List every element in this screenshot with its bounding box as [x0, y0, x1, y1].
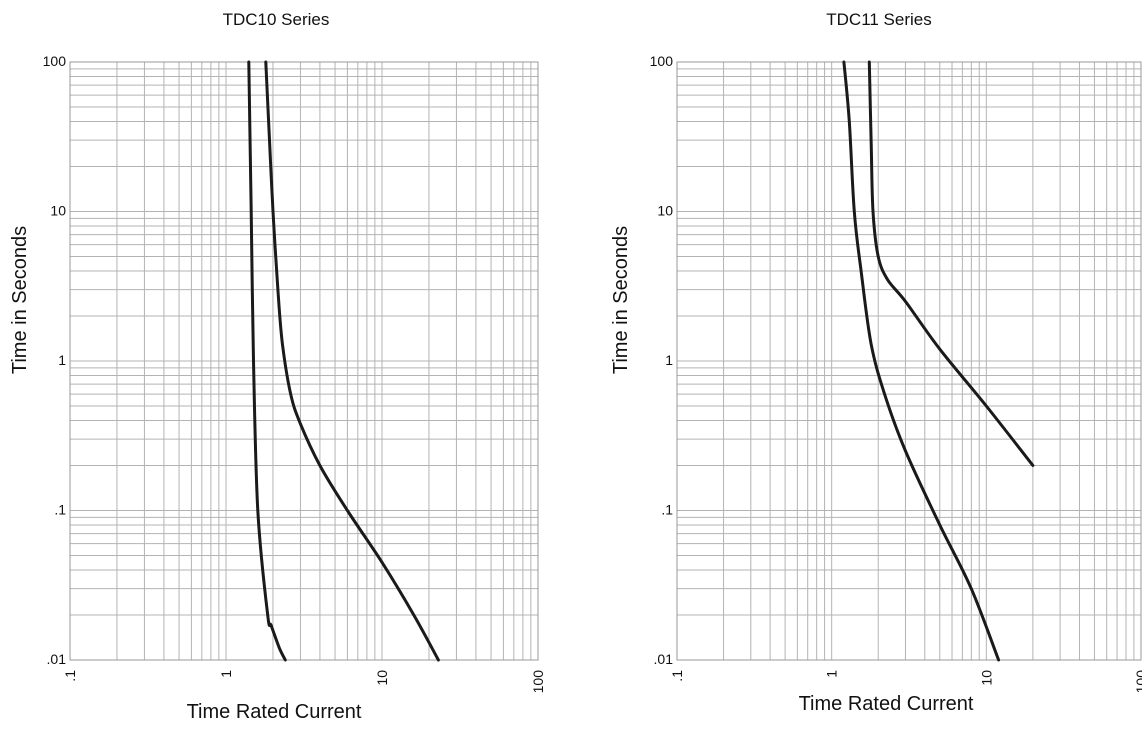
grid	[677, 62, 1141, 660]
series-line-1	[247, 60, 287, 662]
y-tick-label: .01	[47, 651, 67, 667]
y-tick-label: 1	[665, 352, 673, 368]
x-axis-label: Time Rated Current	[187, 701, 362, 723]
y-tick-label: 10	[657, 203, 673, 219]
x-tick-label: .1	[62, 670, 78, 682]
x-tick-label: .1	[669, 670, 685, 682]
x-tick-label: 1	[824, 670, 840, 678]
plot-frame	[676, 61, 1142, 661]
x-tick-label: 100	[530, 670, 546, 694]
y-tick-label: 100	[43, 53, 67, 69]
series-line-1	[842, 60, 1001, 662]
series-line-2	[264, 60, 440, 662]
y-tick-label: .1	[54, 502, 66, 518]
chart-tdc11: TDC11 Series 100 10 1 .1 .01 .1 1 10 100 Time Rate…	[610, 10, 1142, 715]
x-tick-label: 10	[978, 670, 994, 686]
chart-tdc10: TDC10 Series 100 10 1 .1 .01 .1 1 10 100 Time Rate…	[9, 10, 546, 723]
grid	[70, 62, 538, 660]
y-tick-label: .01	[654, 651, 674, 667]
plot-frame	[69, 61, 539, 661]
x-tick-label: 10	[374, 670, 390, 686]
y-tick-label: .1	[661, 502, 673, 518]
y-axis-label: Time in Seconds	[610, 226, 632, 374]
chart-title: TDC10 Series	[223, 10, 330, 29]
y-tick-label: 1	[58, 352, 66, 368]
chart-title: TDC11 Series	[826, 10, 932, 29]
y-tick-label: 100	[650, 53, 674, 69]
series-line-2	[867, 60, 1035, 467]
x-axis-label: Time Rated Current	[799, 693, 974, 715]
y-axis-label: Time in Seconds	[9, 226, 31, 374]
x-tick-label: 1	[218, 670, 234, 678]
y-tick-label: 10	[50, 203, 66, 219]
x-tick-label: 100	[1133, 670, 1142, 694]
